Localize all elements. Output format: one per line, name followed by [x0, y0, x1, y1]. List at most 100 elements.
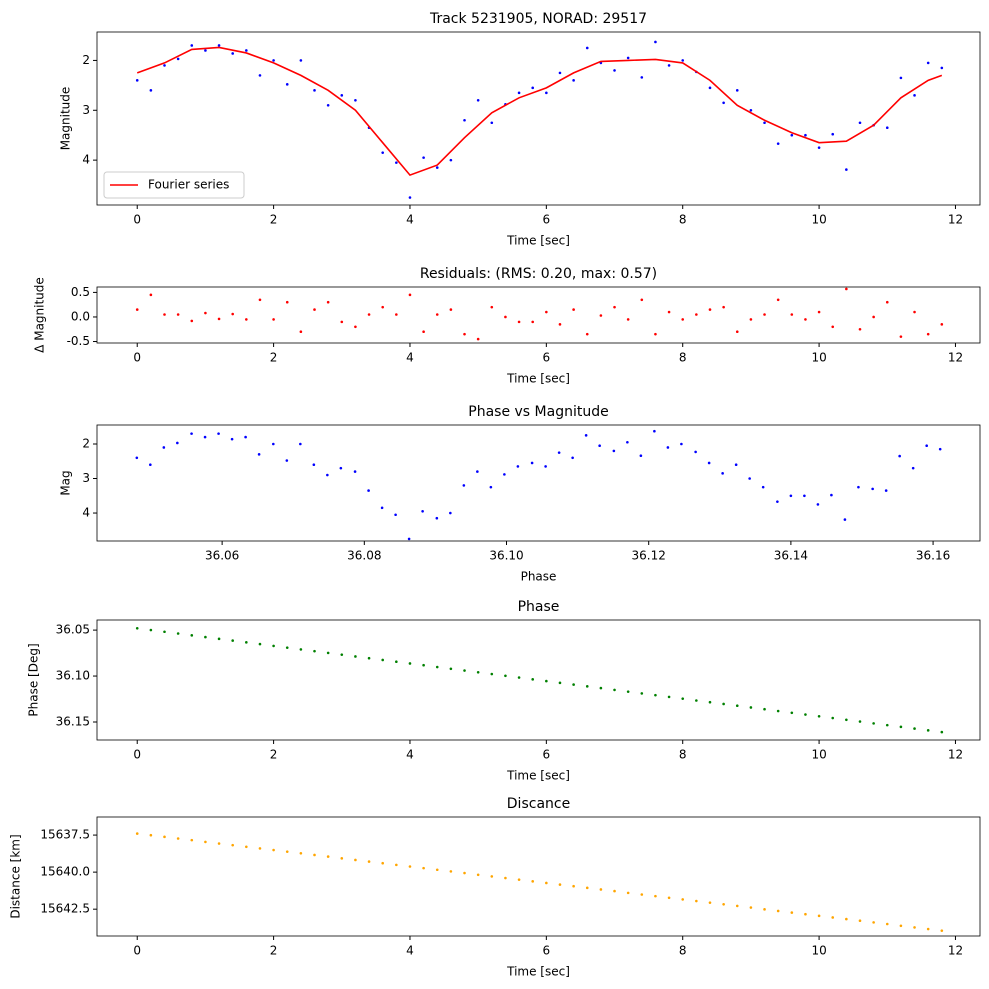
- point: [245, 318, 248, 321]
- point: [272, 644, 275, 648]
- point: [831, 716, 835, 720]
- x-tick-label: 36.06: [205, 549, 239, 563]
- x-tick-label: 12: [948, 748, 963, 762]
- point: [354, 655, 357, 658]
- point: [899, 76, 903, 80]
- x-axis-label: Time [sec]: [506, 372, 570, 386]
- x-tick-label: 36.12: [632, 549, 666, 563]
- point: [884, 489, 888, 492]
- point: [408, 662, 412, 665]
- x-tick-label: 4: [406, 213, 414, 227]
- point: [940, 323, 944, 326]
- point: [490, 305, 494, 309]
- x-tick-label: 8: [679, 748, 687, 762]
- point: [340, 320, 344, 324]
- point: [626, 690, 630, 693]
- point: [858, 327, 862, 331]
- point: [640, 692, 644, 695]
- x-tick-label: 10: [811, 351, 826, 365]
- point: [149, 89, 153, 92]
- x-tick-label: 36.16: [916, 549, 950, 563]
- y-tick-label: -0.5: [67, 334, 90, 348]
- point: [913, 926, 916, 929]
- point: [817, 146, 821, 149]
- point: [845, 917, 848, 921]
- point: [925, 444, 928, 448]
- point: [435, 868, 439, 872]
- point: [449, 158, 453, 162]
- point: [435, 166, 439, 169]
- point: [761, 485, 765, 489]
- point: [940, 730, 944, 734]
- point: [790, 313, 794, 316]
- point: [816, 503, 820, 506]
- point: [831, 132, 835, 136]
- point: [858, 919, 862, 923]
- point: [367, 656, 371, 660]
- x-tick-label: 2: [270, 748, 278, 762]
- point: [217, 842, 221, 845]
- point: [463, 669, 466, 672]
- point: [708, 700, 712, 704]
- x-tick-label: 10: [811, 213, 826, 227]
- axes-frame: [96, 31, 981, 206]
- point: [313, 649, 316, 653]
- point: [367, 489, 370, 492]
- point: [135, 308, 139, 311]
- y-axis-label: Δ Magnitude: [33, 277, 47, 353]
- point: [585, 685, 589, 688]
- point: [613, 688, 616, 692]
- point: [135, 456, 139, 460]
- point: [381, 151, 384, 154]
- axes-frame: [96, 424, 981, 542]
- point: [476, 670, 480, 674]
- point: [899, 335, 903, 338]
- subplot: Residuals: (RMS: 0.20, max: 0.57) Time [s…: [33, 266, 981, 386]
- point: [285, 83, 289, 86]
- point: [272, 59, 275, 62]
- point: [749, 906, 753, 909]
- point: [408, 293, 412, 297]
- x-tick-label: 4: [406, 748, 414, 762]
- point: [476, 337, 480, 341]
- point: [504, 315, 507, 319]
- point: [258, 847, 262, 850]
- point: [245, 641, 248, 644]
- point: [462, 484, 466, 487]
- point: [613, 305, 616, 309]
- point: [926, 927, 930, 931]
- point: [217, 317, 221, 321]
- point: [872, 921, 875, 924]
- point: [190, 432, 193, 435]
- y-tick-label: 15642.5: [40, 902, 90, 916]
- point: [135, 79, 139, 82]
- point: [654, 332, 657, 336]
- y-tick-label: 4: [82, 153, 90, 167]
- point: [667, 695, 671, 699]
- point: [572, 79, 575, 82]
- point: [339, 466, 343, 470]
- point: [845, 168, 848, 171]
- point: [149, 628, 153, 632]
- point: [722, 902, 725, 906]
- point: [231, 312, 234, 316]
- point: [626, 891, 630, 895]
- point: [340, 857, 344, 860]
- x-tick-label: 6: [543, 748, 551, 762]
- y-tick-label: 15640.0: [40, 865, 90, 879]
- point: [354, 325, 357, 329]
- point: [667, 310, 671, 314]
- point: [817, 914, 821, 918]
- point: [885, 300, 889, 304]
- point: [776, 909, 780, 913]
- point: [721, 472, 724, 475]
- point: [353, 470, 357, 473]
- y-axis-label: Mag: [59, 470, 73, 495]
- point: [694, 450, 697, 454]
- point: [476, 99, 480, 102]
- point: [149, 463, 152, 467]
- point: [326, 473, 329, 477]
- point: [326, 300, 330, 304]
- point: [830, 493, 833, 497]
- point: [938, 447, 942, 451]
